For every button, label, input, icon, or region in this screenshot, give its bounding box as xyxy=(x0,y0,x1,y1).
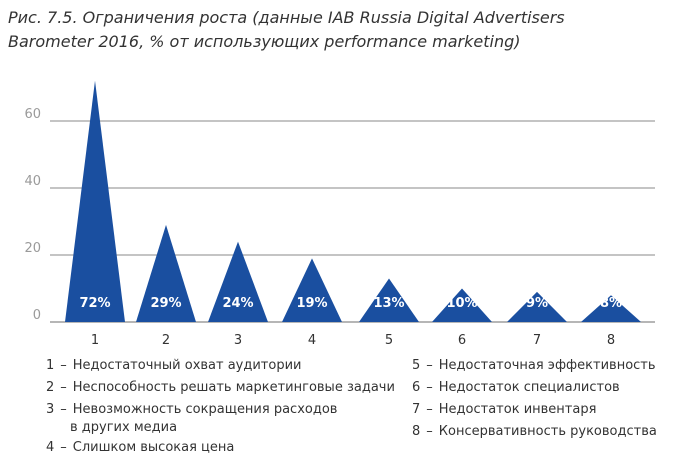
legend-item-3-continued: в других медиа xyxy=(70,420,178,435)
legend-num: 2 xyxy=(46,380,55,395)
bar-triangle-1 xyxy=(65,80,125,322)
legend-num: 1 xyxy=(46,358,55,373)
legend-num: 8 xyxy=(412,424,421,439)
bar-triangle-3 xyxy=(208,241,268,322)
data-label: 72% xyxy=(79,296,110,311)
legend-dash: – xyxy=(60,402,67,417)
data-label: 29% xyxy=(150,296,181,311)
legend-dash: – xyxy=(426,380,433,395)
legend-text: Невозможность сокращения расходов xyxy=(72,402,338,417)
x-tick-label: 4 xyxy=(308,333,316,348)
legend-text: Неспособность решать маркетинговые задач… xyxy=(72,380,395,395)
legend-text: Недостаточный охват аудитории xyxy=(72,358,302,373)
bar-triangle-5 xyxy=(359,278,419,322)
x-tick-label: 6 xyxy=(458,333,466,348)
legend-dash: – xyxy=(60,380,67,395)
legend-num: 7 xyxy=(412,402,421,417)
legend-text: Недостаток инвентаря xyxy=(438,402,597,417)
bar-triangle-6 xyxy=(432,288,492,322)
y-tick-label: 60 xyxy=(24,107,41,122)
legend-item-7: 7– Недостаток инвентаря xyxy=(412,402,596,418)
legend-item-4: 4– Слишком высокая цена xyxy=(46,440,234,456)
legend: 1– Недостаточный охват аудитории 2– Неспос… xyxy=(0,352,700,472)
chart-title: Рис. 7.5. Ограничения роста (данные IAB … xyxy=(8,6,688,54)
y-tick-label: 40 xyxy=(24,174,41,189)
data-label: 10% xyxy=(446,296,477,311)
bar-triangle-4 xyxy=(282,258,342,322)
legend-num: 6 xyxy=(412,380,421,395)
x-tick-label: 3 xyxy=(234,333,242,348)
chart-canvas: 0 20 40 60 72% 1 29% 2 24% 3 19% 4 13% 5 10% 6 9% 7 8% 8 xyxy=(24,80,655,348)
legend-item-3: 3– Невозможность сокращения расходов xyxy=(46,402,337,418)
legend-item-8: 8– Консервативность руководства xyxy=(412,424,657,440)
data-label: 9% xyxy=(526,296,548,311)
legend-item-1: 1– Недостаточный охват аудитории xyxy=(46,358,302,374)
legend-text: Недостаток специалистов xyxy=(438,380,620,395)
bar-triangle-2 xyxy=(136,224,196,322)
legend-text: Недостаточная эффективность xyxy=(438,358,656,373)
legend-item-6: 6– Недостаток специалистов xyxy=(412,380,620,396)
legend-text: Консервативность руководства xyxy=(438,424,657,439)
x-tick-label: 8 xyxy=(607,333,615,348)
legend-num: 3 xyxy=(46,402,55,417)
legend-dash: – xyxy=(60,358,67,373)
data-label: 19% xyxy=(296,296,327,311)
chart-title-line-2: Barometer 2016, % от использующих perfor… xyxy=(8,32,521,51)
legend-text: Слишком высокая цена xyxy=(72,440,235,455)
legend-item-2: 2– Неспособность решать маркетинговые зад… xyxy=(46,380,395,396)
data-label: 13% xyxy=(373,296,404,311)
legend-dash: – xyxy=(426,358,433,373)
data-label: 8% xyxy=(600,296,622,311)
x-tick-label: 5 xyxy=(385,333,393,348)
x-tick-label: 7 xyxy=(533,333,541,348)
legend-dash: – xyxy=(426,402,433,417)
bar-triangle-8 xyxy=(581,295,641,322)
x-tick-label: 2 xyxy=(162,333,170,348)
legend-num: 4 xyxy=(46,440,55,455)
legend-item-5: 5– Недостаточная эффективность xyxy=(412,358,656,374)
legend-dash: – xyxy=(426,424,433,439)
data-label: 24% xyxy=(222,296,253,311)
legend-dash: – xyxy=(60,440,67,455)
bar-triangle-7 xyxy=(507,291,567,322)
chart-title-line-1: Рис. 7.5. Ограничения роста (данные IAB … xyxy=(8,8,565,27)
x-tick-label: 1 xyxy=(91,333,99,348)
y-tick-label: 0 xyxy=(33,308,41,323)
legend-num: 5 xyxy=(412,358,421,373)
y-tick-label: 20 xyxy=(24,241,41,256)
